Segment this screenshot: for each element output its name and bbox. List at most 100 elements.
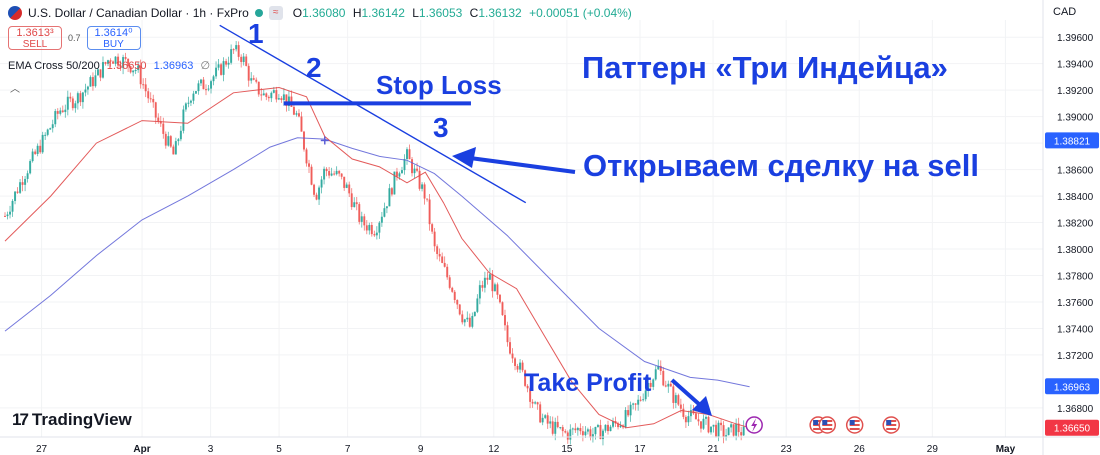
flag-canton [849,420,855,425]
ema200-line [4,137,750,388]
candle-body [220,64,223,75]
candle-body [413,168,416,174]
price-tick-label: 1.37800 [1057,271,1094,282]
economic-events[interactable] [745,416,900,434]
chevron-up-icon[interactable]: ︿ [10,84,20,95]
candle-body [144,84,147,92]
candle-body [270,92,273,99]
candle-body [134,70,137,72]
candle-body [124,57,127,59]
candle-body [343,176,346,188]
candle-body [129,66,132,73]
point-3-label: 3 [433,112,449,143]
candle-body [333,173,336,175]
candle-body [426,198,429,200]
candle-body [207,88,210,90]
candle-body [390,188,393,195]
chart-drawings [219,24,712,416]
candle-body [398,173,401,177]
candle-body [607,424,609,432]
candle-body [282,94,285,101]
candle-body [159,121,162,124]
candle-body [684,416,687,423]
ohlc-open: 1.36080 [302,6,346,20]
price-tick-label: 1.39200 [1057,86,1094,97]
candle-body [24,178,27,185]
buy-button[interactable]: 1.3614⁰ BUY [86,26,141,50]
candle-body [202,79,205,90]
candle-body [406,149,408,159]
candle-body [122,57,125,68]
candle-body [735,423,738,436]
symbol-title[interactable]: U.S. Dollar / Canadian Dollar · 1h · FxP… [28,6,249,20]
candle-body [69,96,72,99]
candle-body [461,314,464,323]
candle-body [240,56,243,63]
candle-body [395,171,398,177]
candle-body [539,404,542,423]
candle-body [54,111,57,125]
candle-body [149,98,152,100]
candle-body [569,429,572,440]
hide-indicator-icon[interactable]: ∅ [200,60,211,72]
candle-body [694,413,697,420]
time-tick-label: 12 [488,444,500,455]
price-axis[interactable]: 1.396001.394001.392001.390001.388001.386… [1042,0,1099,455]
candle-body [4,215,6,217]
indicator-name: EMA Cross 50/200 [8,60,100,72]
candle-body [363,216,366,226]
candle-body [353,202,356,208]
candle-body [672,386,675,403]
candle-body [559,427,562,429]
candle-body [659,365,662,371]
candle-body [516,365,519,370]
candle-body [142,84,145,86]
candle-body [348,184,351,194]
price-tick-label: 1.37200 [1057,351,1094,362]
candle-body [446,266,449,278]
ohlc-change: +0.00051 (+0.04%) [529,6,632,20]
candle-body [571,428,574,430]
candle-body [707,416,710,433]
candle-body [501,302,504,316]
price-tag-label: 1.38821 [1054,136,1091,147]
candle-body [34,151,37,154]
candle-body [302,131,305,150]
currency-selector[interactable]: CAD [1053,6,1077,18]
candle-body [679,404,682,409]
price-tick-label: 1.38000 [1057,245,1094,256]
candle-body [740,432,743,436]
candle-body [119,65,122,68]
candle-body [491,274,494,292]
candle-body [546,415,549,424]
candle-body [41,134,44,153]
time-tick-label: 29 [927,444,939,455]
candle-body [624,410,627,428]
candle-body [31,151,34,162]
indicator-legend[interactable]: EMA Cross 50/200 1.36650 1.36963 ∅ [8,59,210,72]
candle-body [227,62,230,65]
flag-stripe [849,428,860,430]
candle-body [556,421,559,428]
candle-body [267,96,270,99]
time-axis[interactable]: 27 Apr 3 5 7 9 12 15 17 21 23 26 29 May [0,436,1100,455]
candle-body [534,402,537,404]
candle-body [39,145,42,153]
candle-body [637,399,640,405]
candle-body [235,45,238,50]
flag-canton [822,420,828,425]
candle-body [174,141,177,155]
candle-body [26,173,29,179]
candle-body [205,89,207,91]
ohlc-close-label: C [469,6,479,20]
candle-body [710,426,713,433]
candle-body [619,425,622,428]
candle-body [423,184,426,199]
candle-body [250,78,253,81]
candle-body [373,234,376,236]
candle-body [579,428,582,432]
sell-button[interactable]: 1.3613³ SELL [8,26,62,50]
candle-body [725,435,728,437]
candle-body [101,62,104,78]
